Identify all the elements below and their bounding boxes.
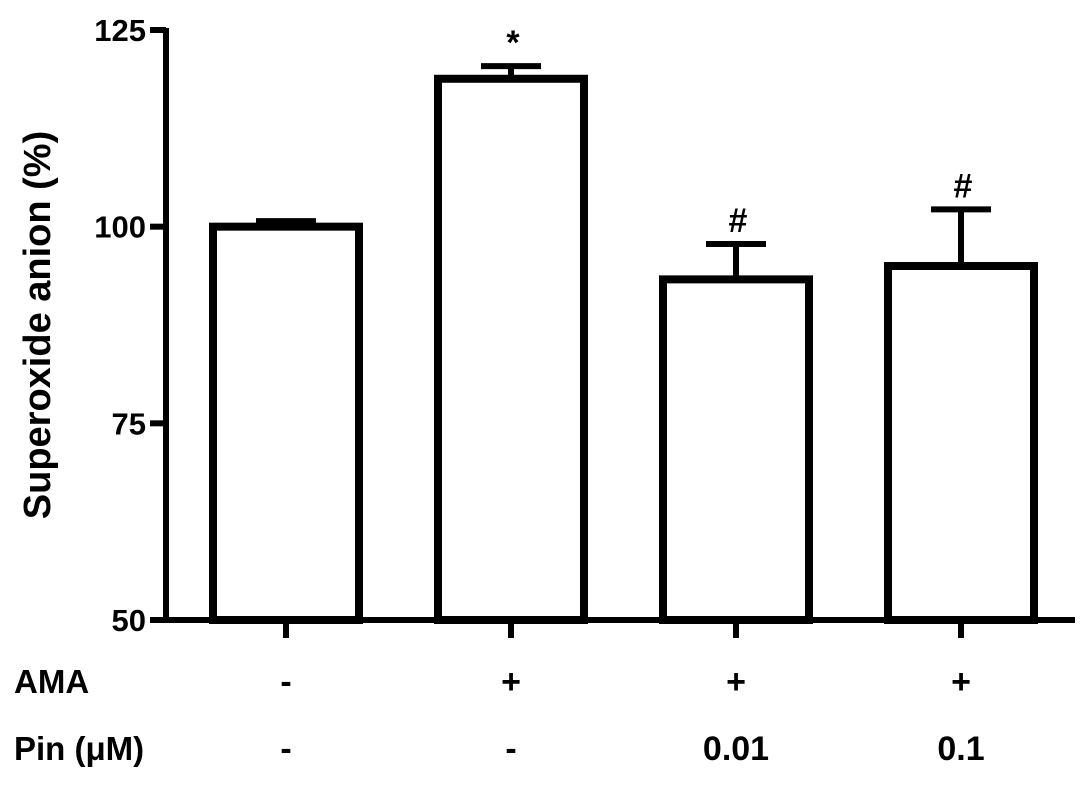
condition-value: 0.1 [937, 730, 984, 768]
significance-marker: * [506, 24, 520, 62]
condition-value: + [951, 663, 971, 701]
bar [209, 222, 363, 625]
condition-value: 0.01 [703, 730, 769, 768]
y-tick-label: 75 [112, 406, 146, 441]
y-tick-label: 125 [94, 13, 146, 48]
y-tick-label: 50 [112, 603, 146, 638]
condition-row-label: Pin (μM) [14, 730, 144, 767]
bar [884, 262, 1038, 624]
condition-value: + [501, 663, 521, 701]
condition-row-label: AMA [14, 663, 89, 700]
condition-value: - [280, 730, 291, 768]
bars-layer [209, 63, 1038, 625]
significance-marker: # [729, 202, 748, 240]
bar [659, 275, 813, 624]
condition-value: + [726, 663, 746, 701]
y-axis-title: Superoxide anion (%) [17, 131, 59, 519]
y-tick-label: 100 [94, 210, 146, 245]
labels-layer: * # # AMA - + + + Pin (μM) - - 0.01 0.1 [14, 24, 985, 768]
condition-value: - [280, 663, 291, 701]
bar [434, 74, 588, 625]
condition-value: - [505, 730, 516, 768]
significance-marker: # [954, 167, 973, 205]
